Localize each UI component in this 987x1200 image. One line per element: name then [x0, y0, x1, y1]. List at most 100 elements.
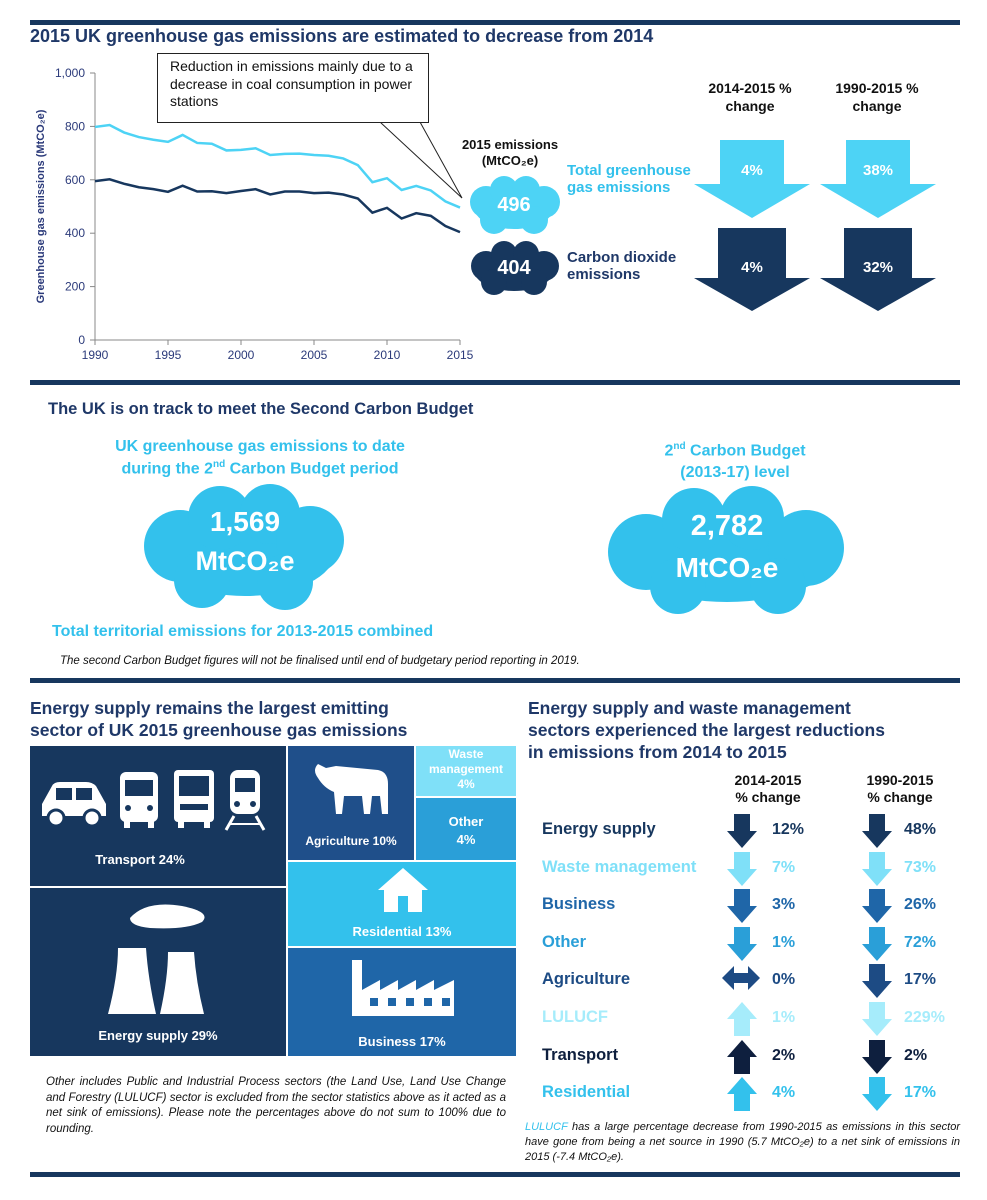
section4-title-line2: sectors experienced the largest reductio…	[528, 719, 885, 740]
sector-name: LULUCF	[542, 1008, 608, 1026]
tile-waste-label-1: Waste	[448, 747, 484, 761]
sector-name: Business	[542, 895, 616, 914]
section2-title: The UK is on track to meet the Second Ca…	[48, 400, 474, 418]
tile-transport-label: Transport 24%	[95, 852, 185, 867]
tile-business: Business 17%	[288, 948, 516, 1056]
x-tick-label: 2000	[228, 348, 255, 362]
tile-residential: Residential 13%	[288, 862, 516, 946]
sector-change-1990-2015: 73%	[904, 858, 937, 876]
tile-transport: Transport 24%	[30, 746, 286, 886]
tile-energy-label: Energy supply 29%	[98, 1028, 218, 1043]
s2-right-heading: 2nd Carbon Budget (2013-17) level	[610, 440, 860, 484]
sector-change-2014-2015: 4%	[772, 1084, 796, 1102]
s1-col1-header: 2014-2015 % change	[708, 80, 792, 114]
left-budget-cloud	[144, 484, 344, 610]
x-tick-label: 2010	[374, 348, 401, 362]
down-arrow-icon	[727, 851, 757, 891]
sector-change-1990-2015: 72%	[904, 933, 937, 951]
co2-1990-2015: 32%	[862, 259, 894, 276]
sector-change-2014-2015: 7%	[772, 858, 796, 876]
s2-note: The second Carbon Budget figures will no…	[60, 655, 580, 667]
tile-other-label-2: 4%	[456, 832, 476, 847]
down-arrow-icon	[727, 889, 757, 928]
house-icon	[378, 868, 428, 912]
y-tick-label: 400	[65, 226, 85, 240]
section3-title: Energy supply remains the largest emitti…	[30, 698, 407, 742]
sector-change-2014-2015: 1%	[772, 1009, 796, 1026]
s4-col1-header: 2014-2015% change	[734, 772, 802, 805]
s2-left-heading-line2: during the 2nd Carbon Budget period	[121, 458, 399, 477]
s2-right-heading-line1: 2nd Carbon Budget	[664, 441, 806, 460]
s4-col2-header: 1990-2015% change	[866, 772, 934, 805]
ghg-value: 496	[497, 194, 531, 216]
tile-waste-label-3: 4%	[457, 777, 475, 791]
up-arrow-icon	[727, 1077, 757, 1116]
down-arrow-icon	[862, 1039, 892, 1079]
tile-other: Other 4%	[416, 798, 516, 860]
sector-change-2014-2015: 0%	[772, 971, 796, 989]
down-arrow-icon	[862, 926, 892, 966]
s2-right-unit: MtCO₂e	[675, 552, 779, 583]
down-arrow-icon	[727, 814, 757, 853]
x-tick-label: 1990	[82, 348, 109, 362]
co2-value: 404	[497, 257, 531, 279]
sector-change-2014-2015: 1%	[772, 933, 796, 951]
s2-left-unit: MtCO₂e	[195, 546, 295, 576]
double-arrow-icon	[722, 964, 760, 997]
x-tick-label: 2015	[447, 348, 474, 362]
s4-note-lead: LULUCF	[525, 1121, 568, 1133]
down-arrow-icon	[862, 964, 892, 1003]
bottom-rule	[30, 1172, 960, 1177]
s4-note: LULUCF has a large percentage decrease f…	[525, 1120, 960, 1165]
s2-left-heading-line1: UK greenhouse gas emissions to date	[115, 438, 405, 455]
y-tick-label: 1,000	[55, 66, 85, 80]
down-arrow-icon	[862, 1002, 892, 1041]
y-tick-label: 800	[65, 119, 85, 133]
down-arrow-icon	[727, 926, 757, 966]
down-arrow-icon	[862, 1077, 892, 1116]
emissions-line-chart: 0 200 400 600 800 1,000 1990 1995 2000 2005 2010 20…	[35, 66, 474, 362]
sector-change-2014-2015: 2%	[772, 1046, 796, 1064]
ghg-1990-arrow-icon	[820, 140, 936, 218]
emissions-header: 2015 emissions (MtCO₂e)	[461, 137, 559, 168]
ghg-cloud	[470, 176, 560, 234]
ghg-series-line	[94, 123, 461, 209]
tile-residential-label: Residential 13%	[352, 924, 452, 939]
y-tick-label: 200	[65, 280, 85, 294]
down-arrow-icon	[862, 851, 892, 891]
s2-footer: Total territorial emissions for 2013-201…	[52, 623, 434, 640]
sector-name: Waste management	[542, 857, 697, 876]
s2-right-heading-line2: (2013-17) level	[680, 463, 790, 481]
tile-waste-label-2: management	[428, 762, 504, 776]
tile-waste: Waste management 4%	[416, 746, 516, 796]
factory-icon	[352, 960, 454, 1016]
power-station-icon	[108, 904, 205, 1014]
truck-icon	[174, 770, 214, 828]
section3-title-line2: sector of UK 2015 greenhouse gas emissio…	[30, 719, 408, 740]
tile-other-label-1: Other	[448, 814, 484, 829]
ghg-label: Total greenhouse gas emissions	[567, 162, 691, 196]
s2-right-value: 2,782	[690, 510, 764, 542]
sector-change-1990-2015: 2%	[904, 1046, 928, 1064]
ghg-2014-arrow-icon	[694, 140, 810, 218]
callout-box: Reduction in emissions mainly due to a d…	[157, 53, 429, 123]
up-arrow-icon	[727, 1002, 757, 1041]
cow-icon	[315, 764, 388, 814]
co2-series-line	[94, 177, 461, 234]
top-rule	[30, 20, 960, 25]
x-tick-label: 2005	[301, 348, 328, 362]
s2-left-heading: UK greenhouse gas emissions to date duri…	[60, 436, 460, 480]
s4-note-rest: has a large percentage decrease from 199…	[525, 1121, 960, 1163]
tile-agriculture: Agriculture 10%	[288, 746, 414, 860]
train-icon	[224, 770, 266, 831]
sector-change-2014-2015: 12%	[772, 821, 805, 838]
sector-name: Agriculture	[542, 970, 631, 989]
sector-change-1990-2015: 26%	[904, 896, 937, 914]
rule-2	[30, 380, 960, 385]
x-tick-label: 1995	[155, 348, 182, 362]
down-arrow-icon	[862, 814, 892, 853]
y-axis-label: Greenhouse gas emissions (MtCO₂e)	[35, 109, 47, 303]
co2-cloud	[471, 241, 559, 295]
sector-change-1990-2015: 17%	[904, 1084, 937, 1102]
tile-agriculture-label: Agriculture 10%	[305, 834, 397, 848]
